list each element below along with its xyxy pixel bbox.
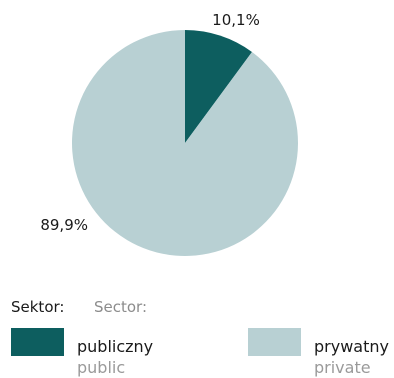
pie-slices (71, 30, 298, 257)
pie-value-labels: 10,1% 89,9% (40, 11, 259, 234)
legend-item-public: publiczny public (11, 328, 211, 377)
legend-label-private-english: private (314, 358, 371, 377)
legend-label-public: publiczny (77, 337, 154, 356)
legend-title: Sektor: (11, 298, 65, 316)
legend-label-private: prywatny (314, 337, 389, 356)
legend-swatch-private (248, 328, 301, 356)
legend-title-english: Sector: (94, 298, 148, 316)
pie-chart: 10,1% 89,9% (40, 11, 298, 257)
value-label-private: 89,9% (40, 216, 88, 234)
pie-slice-public (185, 30, 252, 143)
legend-item-private: prywatny private (248, 328, 394, 377)
legend-label-public-english: public (77, 358, 126, 377)
pie-slice-private (71, 30, 298, 257)
value-label-public: 10,1% (212, 11, 260, 29)
legend-swatch-public (11, 328, 64, 356)
